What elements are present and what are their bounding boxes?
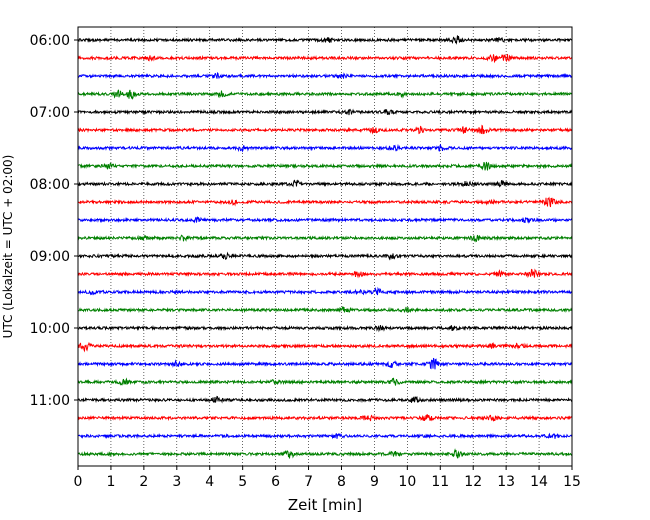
x-tick-label: 15	[563, 474, 581, 490]
trace-1100	[77, 395, 573, 404]
trace-0945	[77, 306, 573, 314]
y-tick-label: 09:00	[30, 249, 70, 265]
y-tick-label: 06:00	[30, 33, 70, 49]
x-tick-label: 14	[530, 474, 548, 490]
x-tick-label: 9	[370, 474, 379, 490]
trace-0615	[77, 53, 573, 64]
trace-1000	[77, 324, 573, 333]
trace-0830	[77, 215, 573, 224]
trace-group	[77, 35, 573, 459]
trace-0715	[77, 124, 573, 135]
trace-0700	[77, 108, 573, 116]
x-tick-label: 11	[431, 474, 449, 490]
x-tick-label: 13	[497, 474, 515, 490]
trace-0900	[77, 251, 573, 261]
x-tick-label: 4	[205, 474, 214, 490]
x-tick-label: 5	[238, 474, 247, 490]
y-tick-label: 08:00	[30, 177, 70, 193]
x-tick-label: 0	[74, 474, 83, 490]
trace-1015	[77, 341, 573, 353]
trace-1115	[77, 414, 573, 422]
trace-0745	[77, 161, 573, 171]
trace-0600	[77, 35, 573, 45]
vertical-grid	[110, 27, 540, 466]
trace-0800	[77, 179, 573, 188]
x-axis-title: Zeit [min]	[288, 496, 362, 514]
x-tick-label: 2	[139, 474, 148, 490]
trace-0930	[77, 286, 573, 296]
x-tick-label: 12	[464, 474, 482, 490]
trace-0915	[77, 268, 573, 279]
trace-0645	[77, 89, 573, 100]
y-axis-title: UTC (Lokalzeit = UTC + 02:00)	[1, 155, 15, 339]
trace-0630	[77, 71, 573, 80]
x-axis: 0 1 2 3 4 5 6 7 8 9 10 11 12 13 14 15	[74, 466, 581, 490]
trace-1145	[77, 448, 573, 459]
plot-frame	[77, 26, 573, 467]
trace-1130	[77, 432, 573, 440]
x-tick-label: 6	[271, 474, 280, 490]
y-tick-label: 11:00	[30, 393, 70, 409]
x-tick-label: 8	[337, 474, 346, 490]
trace-0815	[77, 196, 573, 208]
trace-0730	[77, 143, 573, 153]
x-tick-label: 1	[106, 474, 115, 490]
y-tick-label: 10:00	[30, 321, 70, 337]
x-tick-label: 3	[172, 474, 181, 490]
y-axis: 06:00 07:00 08:00 09:00 10:00 11:00	[30, 33, 78, 409]
x-tick-label: 7	[304, 474, 313, 490]
x-tick-label: 10	[398, 474, 416, 490]
trace-1045	[77, 377, 573, 386]
trace-1030	[77, 357, 573, 370]
trace-0845	[77, 234, 573, 243]
y-tick-label: 07:00	[30, 105, 70, 121]
